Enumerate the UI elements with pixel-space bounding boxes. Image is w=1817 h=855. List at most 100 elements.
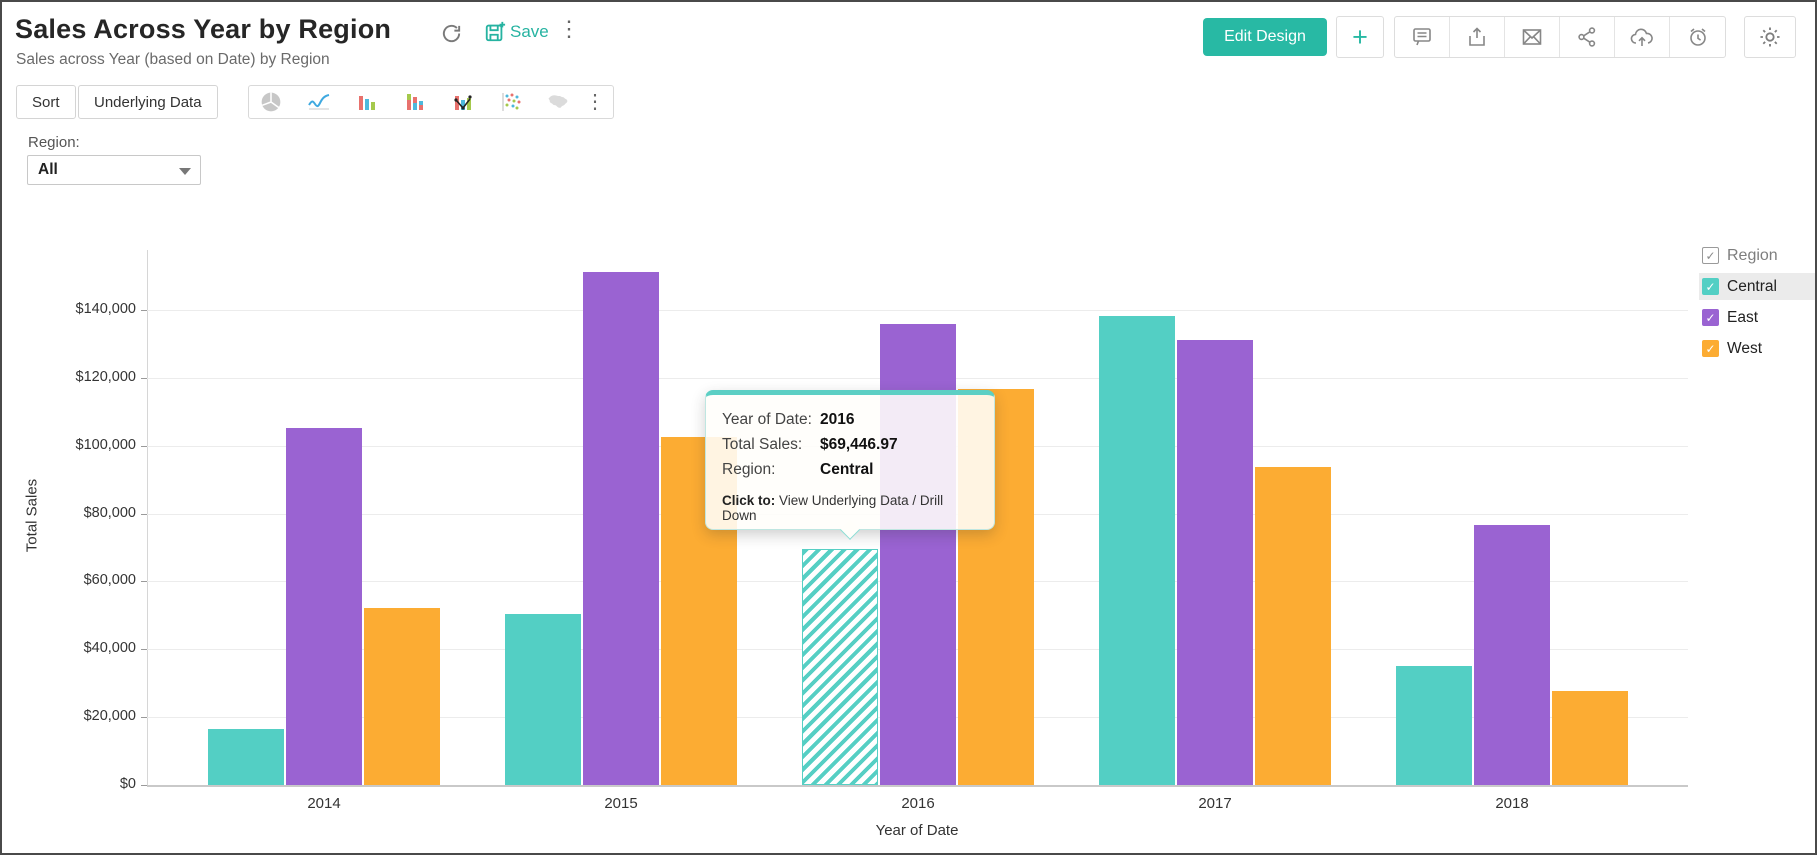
y-tick-label: $60,000 [83,572,136,588]
tooltip-drill-down-link[interactable]: Click to: View Underlying Data / Drill D… [722,493,944,523]
chart-legend: ✓ Region ✓ Central ✓ East ✓ West [1699,242,1815,366]
header-more-menu[interactable]: ⋮ [558,16,580,41]
bar-central-2018[interactable] [1396,666,1472,785]
email-icon [1520,25,1544,49]
comment-icon [1410,25,1434,49]
map-chart-icon[interactable] [547,91,571,113]
y-axis-tick [141,649,147,650]
legend-title-checkbox[interactable]: ✓ [1702,247,1719,264]
tooltip-value: 2016 [820,411,855,428]
alarm-icon [1686,25,1710,49]
tooltip-pointer [840,520,860,540]
scatter-chart-icon[interactable] [499,91,523,113]
legend-checkbox-east[interactable]: ✓ [1702,309,1719,326]
save-button[interactable]: Save [484,21,549,43]
export-icon [1465,25,1489,49]
bar-chart-icon[interactable] [355,91,379,113]
bar-central-2017[interactable] [1099,316,1175,785]
save-label: Save [510,22,549,41]
x-tick-label: 2017 [1198,795,1232,812]
export-button[interactable] [1450,17,1505,57]
add-button[interactable]: + [1336,16,1384,58]
chart-type-more-menu[interactable]: ⋮ [585,91,605,113]
x-tick-label: 2018 [1495,795,1529,812]
region-filter-select[interactable]: All [27,155,201,185]
bar-west-2017[interactable] [1255,467,1331,785]
bar-east-2018[interactable] [1474,525,1550,785]
bar-central-2015[interactable] [505,614,581,785]
tooltip-row: Year of Date: 2016 [722,407,978,432]
y-axis-tick [141,378,147,379]
bar-east-2015[interactable] [583,272,659,785]
schedule-button[interactable] [1670,17,1725,57]
y-axis-tick [141,310,147,311]
underlying-data-button[interactable]: Underlying Data [78,85,218,119]
bar-east-2017[interactable] [1177,340,1253,785]
combination-chart-icon[interactable] [451,91,475,113]
refresh-button[interactable] [440,22,463,45]
tooltip-row: Total Sales: $69,446.97 [722,432,978,457]
legend-label: Central [1727,277,1777,295]
y-tick-label: $80,000 [83,505,136,521]
gear-icon [1757,24,1783,50]
legend-checkbox-west[interactable]: ✓ [1702,340,1719,357]
edit-design-button[interactable]: Edit Design [1203,18,1327,56]
tooltip-label: Year of Date: [722,411,812,428]
gridline [147,310,1688,311]
y-axis-tick [141,717,147,718]
share-icon [1575,25,1599,49]
bar-east-2014[interactable] [286,428,362,785]
y-axis-tick [141,581,147,582]
x-tick-label: 2016 [901,795,935,812]
pie-chart-icon[interactable] [259,91,283,113]
legend-item-east[interactable]: ✓ East [1699,304,1815,331]
bar-west-2018[interactable] [1552,691,1628,785]
email-button[interactable] [1505,17,1560,57]
y-axis-tick [141,514,147,515]
tooltip-value: $69,446.97 [820,436,898,453]
legend-title-row[interactable]: ✓ Region [1699,242,1815,269]
y-tick-label: $0 [119,776,136,792]
legend-item-central[interactable]: ✓ Central [1699,273,1815,300]
header-action-group [1394,16,1726,58]
tooltip-label: Total Sales: [722,436,803,453]
y-tick-label: $40,000 [83,640,136,656]
sort-button[interactable]: Sort [16,85,76,119]
refresh-icon [440,22,463,45]
line-chart-icon[interactable] [307,91,331,113]
y-axis-tick [141,785,147,786]
bar-central-2016[interactable] [802,549,878,785]
y-axis-tick [141,446,147,447]
bar-west-2014[interactable] [364,608,440,785]
legend-label: East [1727,308,1759,326]
x-tick-label: 2015 [604,795,638,812]
y-tick-label: $140,000 [75,301,136,317]
region-filter-label: Region: [28,134,80,151]
tooltip-label: Region: [722,461,776,478]
region-filter-value: All [38,161,58,178]
chart-type-switcher: ⋮ [248,85,614,119]
save-icon [484,21,506,43]
y-tick-label: $20,000 [83,708,136,724]
settings-button[interactable] [1744,16,1796,58]
legend-title: Region [1727,246,1778,264]
chart-tooltip: Year of Date: 2016 Total Sales: $69,446.… [705,390,995,540]
y-tick-label: $120,000 [75,369,136,385]
publish-button[interactable] [1615,17,1670,57]
y-tick-label: $100,000 [75,437,136,453]
tooltip-row: Region: Central [722,457,978,482]
x-tick-label: 2014 [307,795,341,812]
x-axis-line [147,785,1688,787]
legend-item-west[interactable]: ✓ West [1699,335,1815,362]
bar-central-2014[interactable] [208,729,284,785]
chevron-down-icon [179,168,191,175]
share-button[interactable] [1560,17,1615,57]
cloud-upload-icon [1629,25,1655,49]
comments-button[interactable] [1395,17,1450,57]
y-axis-line [147,250,148,785]
tooltip-value: Central [820,461,874,478]
legend-checkbox-central[interactable]: ✓ [1702,278,1719,295]
stacked-bar-chart-icon[interactable] [403,91,427,113]
